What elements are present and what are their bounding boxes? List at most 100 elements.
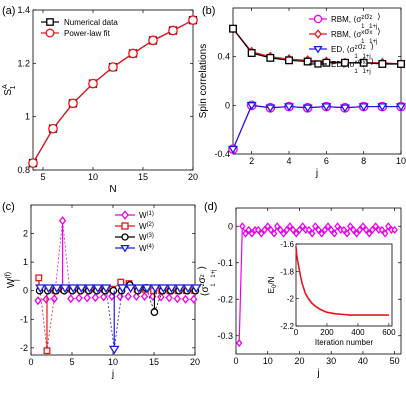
panel-label-d: (d) (204, 201, 217, 213)
plot-frame (235, 207, 402, 355)
x-tick-label: 20 (294, 356, 304, 366)
y-axis-label: W(f)j (5, 272, 20, 288)
w-point (42, 294, 50, 304)
legend-label: W(4) (139, 244, 154, 253)
w-point (117, 284, 128, 294)
series-2-point (396, 103, 406, 112)
legend-marker (45, 28, 55, 38)
y-tick-label: 1.4 (17, 5, 30, 15)
series-3-point (266, 53, 275, 62)
x-tick-label: 0 (28, 357, 33, 367)
rbm-correlation-point (381, 229, 389, 238)
y-tick-label: 0 (228, 221, 233, 231)
x-axis-label: N (109, 184, 116, 195)
y-axis-label: Spin correlations (198, 44, 209, 118)
rbm-correlation-point (353, 229, 360, 238)
rbm-correlation-point (280, 229, 287, 238)
inset-y-tick-label: -1.6 (280, 240, 294, 249)
legend-label-part: z (369, 15, 372, 21)
legend-label-part: 1+j (363, 69, 371, 75)
inset-y-tick-label: -2.2 (280, 322, 294, 331)
rbm-correlation-point (340, 225, 348, 234)
w-point (140, 291, 149, 301)
legend-label-sup: (3) (147, 233, 154, 239)
legend-label: RBM, ⟨σx 1σx 1+j⟩ (331, 27, 380, 45)
x-tick-label: 10 (396, 156, 406, 166)
w-point (116, 291, 124, 301)
w-point (76, 284, 87, 294)
y-axis-label-sup: (f) (5, 272, 12, 279)
rbm-correlation-point (391, 225, 398, 234)
rbm-correlation-point (254, 225, 262, 234)
legend-label-main: W (139, 222, 147, 231)
legend-label-sup: (1) (147, 211, 154, 217)
rbm-correlation-point (308, 229, 316, 238)
series-2-point (265, 104, 276, 113)
w-point (125, 284, 136, 294)
rbm-correlation-point (242, 229, 249, 238)
rbm-correlation-point (277, 225, 284, 234)
y-tick-label: -2 (20, 343, 28, 353)
y-axis-label-part: z (200, 283, 206, 286)
x-axis-label: j (315, 168, 318, 179)
inset-x-tick-label: 600 (382, 328, 396, 337)
series-2-point (358, 103, 369, 112)
w-point (108, 345, 120, 355)
w-point (165, 293, 173, 303)
y-tick-label: 0 (225, 100, 230, 110)
w-point (166, 284, 177, 294)
rbm-correlation-point (327, 225, 335, 234)
legend-label-part: 1+j (369, 24, 377, 30)
w-point (58, 216, 67, 226)
legend-label-part: σ (358, 42, 363, 51)
legend-marker (313, 45, 323, 54)
rbm-correlation-point (261, 225, 268, 234)
rbm-correlation-point (274, 222, 281, 231)
w-point (67, 294, 75, 304)
series-3-point (247, 49, 256, 57)
y-tick-label: -0.4 (214, 149, 230, 159)
w-point (91, 293, 100, 303)
legend-label-sup: (4) (147, 244, 154, 250)
x-tick-label: 4 (286, 156, 291, 166)
x-tick-label: 20 (190, 357, 200, 367)
series-dash (37, 220, 194, 302)
rbm-correlation-point (350, 225, 357, 234)
series-0-line (232, 104, 401, 150)
series-2-point (228, 145, 238, 155)
y-tick-label: 1 (25, 112, 30, 122)
w-point (43, 284, 54, 294)
w-point (182, 284, 194, 294)
inset-y-tick-label: -1.8 (280, 267, 294, 276)
rbm-correlation-point (372, 222, 379, 231)
legend-label-part: ED, ⟨σ (331, 45, 355, 54)
w-point (67, 284, 79, 294)
inset-y-axis-label-rest: /N (267, 276, 276, 284)
w-point (84, 284, 95, 294)
legend-label: RBM, ⟨σz 1σz 1+j⟩ (331, 12, 380, 30)
rbm-correlation-point (334, 222, 341, 231)
rbm-correlation-point (321, 225, 329, 234)
legend-label: W(1) (139, 211, 154, 220)
y-tick-label: -1 (20, 314, 28, 324)
inset-x-tick-label: 0 (294, 328, 299, 337)
w-point (150, 308, 159, 316)
legend-label-part: 1+j (363, 54, 371, 60)
panel-0: 5 10 15 20 0.8 1 1.2 1.4 Numerical data Power-law… (2, 5, 198, 195)
series-2-point (302, 104, 313, 113)
legend-label-sup: (2) (147, 222, 154, 228)
numerical-data-line (32, 19, 194, 164)
rbm-correlation-point (264, 222, 271, 231)
power-law-fit-point (188, 15, 198, 25)
legend-label-part: z (355, 45, 358, 51)
rbm-correlation-point (296, 225, 303, 234)
series-2-point (321, 103, 332, 112)
rbm-correlation-point (315, 225, 322, 234)
legend-label-part: σ (364, 12, 369, 21)
w-point (43, 347, 51, 355)
legend-a: Numerical data Power-law fit (41, 18, 118, 38)
inset-x-tick-label: 200 (320, 328, 334, 337)
rbm-correlation-point (267, 225, 275, 234)
y-tick-label: 1.2 (17, 58, 30, 68)
